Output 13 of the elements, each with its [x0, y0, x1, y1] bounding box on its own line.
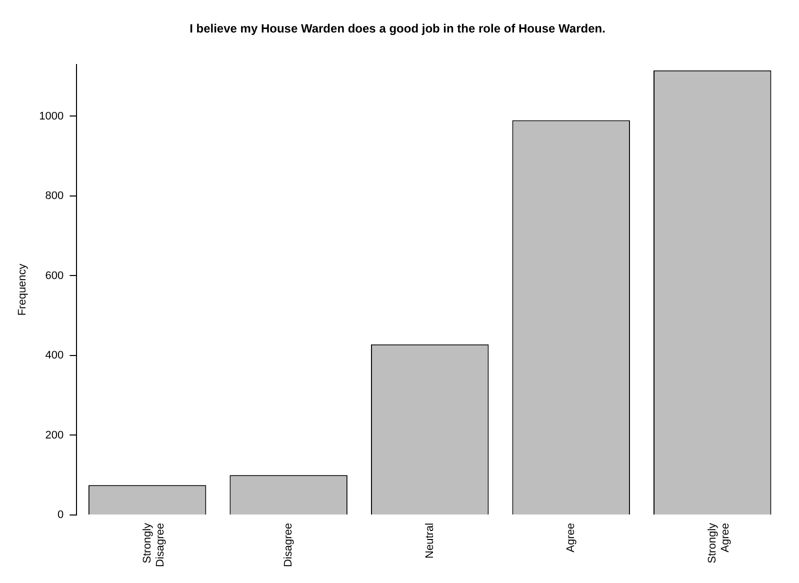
y-tick-label: 400 — [45, 350, 64, 362]
x-tick-label: Disagree — [282, 522, 295, 568]
y-tick-label: 1000 — [39, 110, 64, 122]
x-tick-label: Neutral — [424, 522, 436, 558]
y-tick-label: 600 — [45, 270, 64, 282]
x-tick-label: Strongly Agree — [706, 522, 732, 564]
x-tick-label: Agree — [565, 522, 578, 552]
chart-title: I believe my House Warden does a good job in the role of House Warden. — [190, 22, 606, 36]
y-tick-label: 200 — [45, 429, 64, 442]
x-tick-label: Strongly Disagree — [141, 522, 167, 568]
y-tick-label: 0 — [58, 509, 64, 522]
y-axis-title: Frequency — [16, 263, 29, 316]
y-tick-label: 800 — [45, 190, 64, 202]
